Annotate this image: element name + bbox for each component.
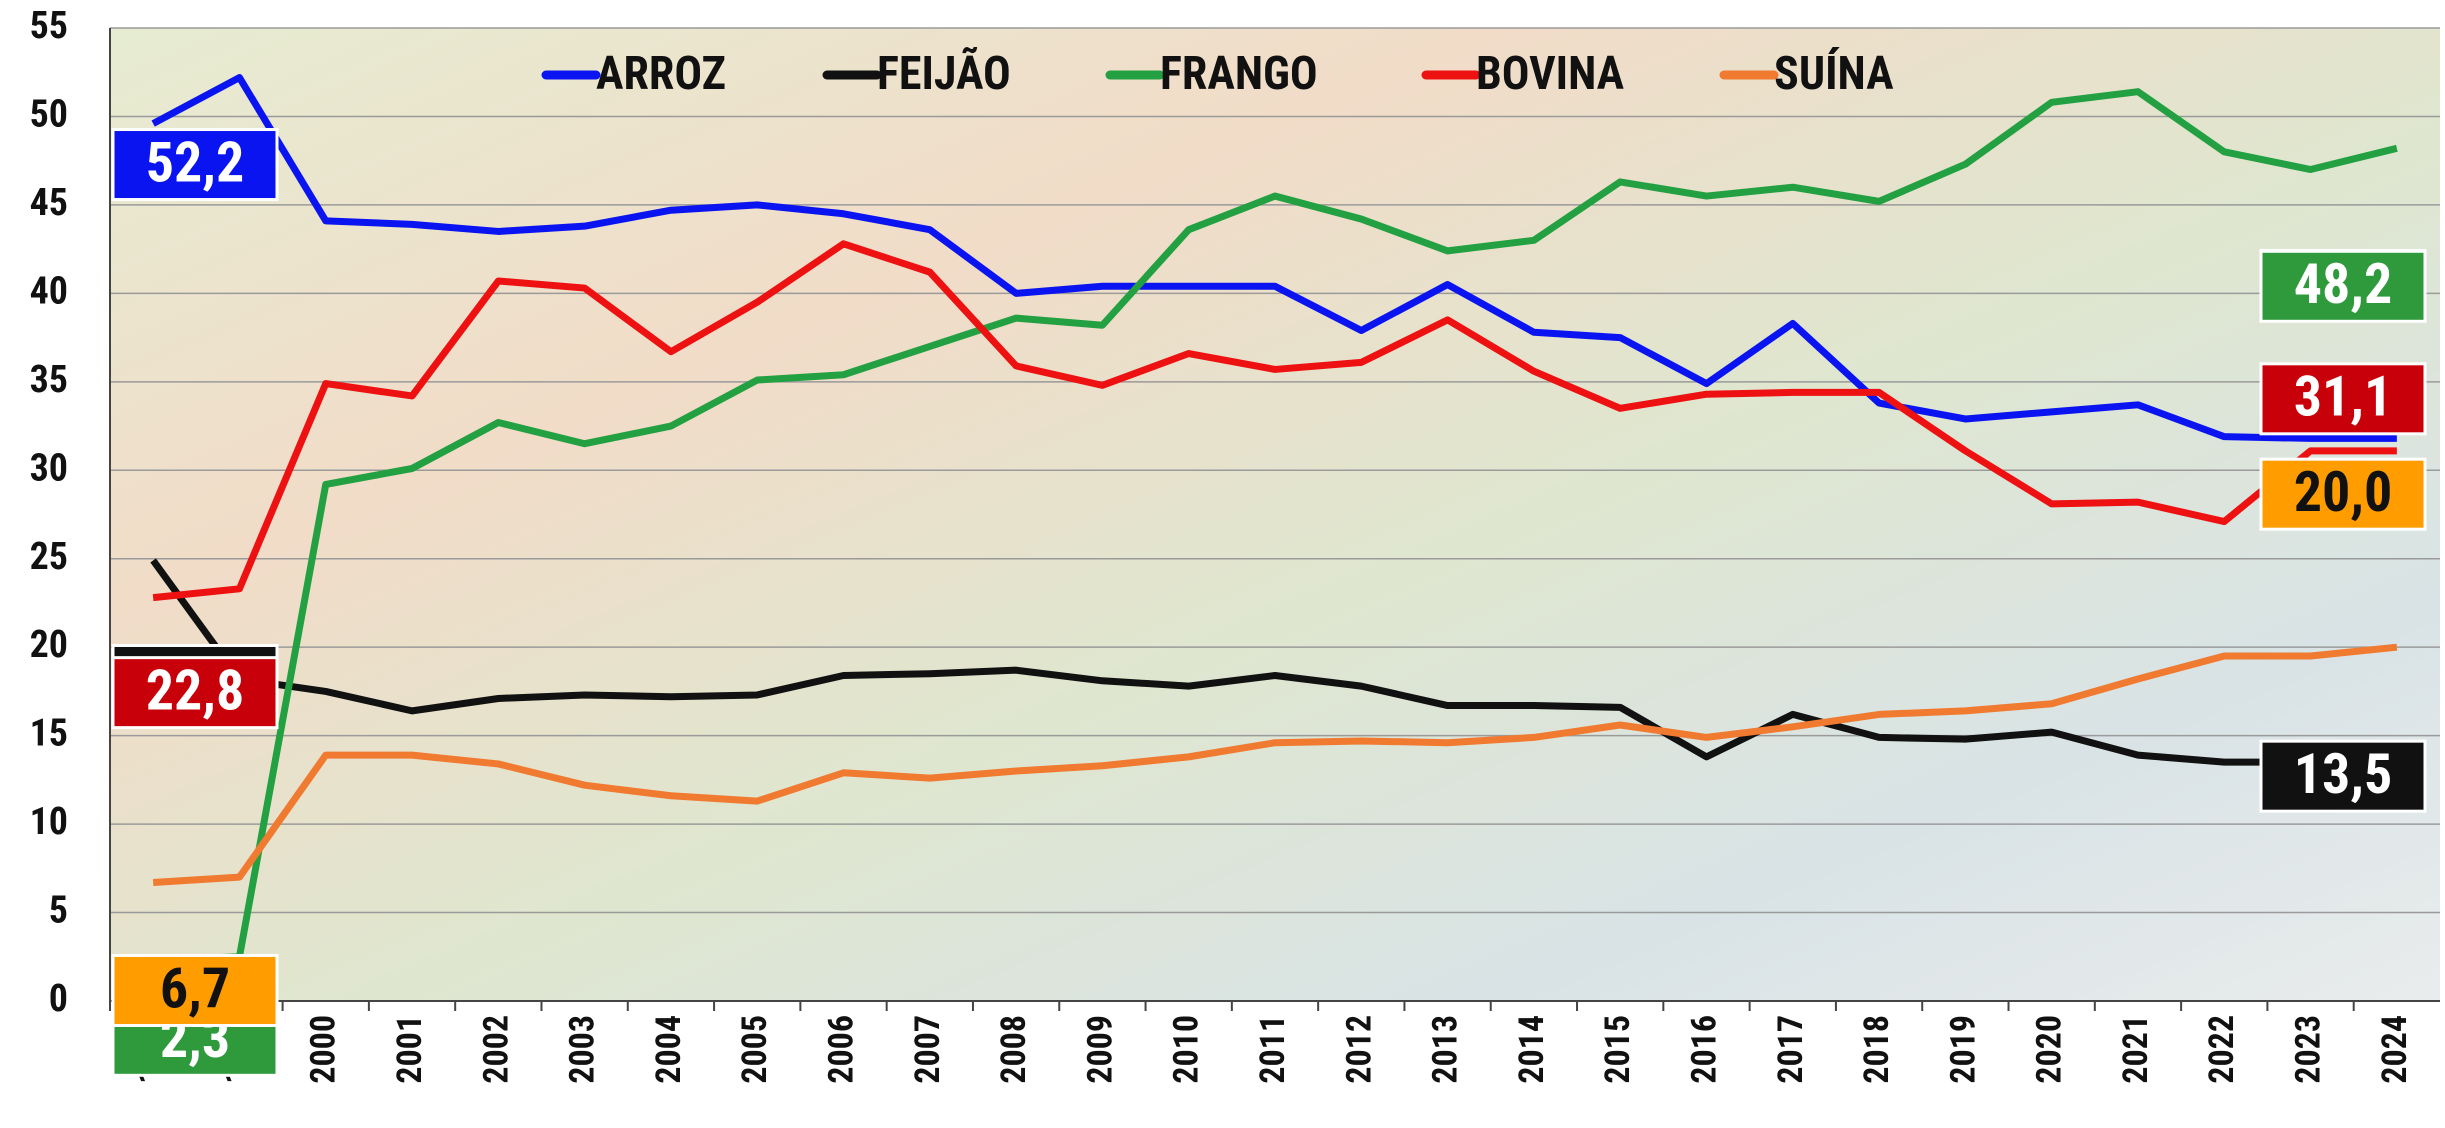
y-tick-label: 40 xyxy=(30,269,68,313)
x-tick-label: 2010 xyxy=(1167,1015,1207,1084)
y-tick-label: 55 xyxy=(30,4,68,48)
value-label: 48,2 xyxy=(2294,251,2393,317)
legend-label: FRANGO xyxy=(1160,47,1318,101)
x-tick-label: 2021 xyxy=(2116,1015,2156,1084)
y-tick-label: 25 xyxy=(30,535,68,579)
x-tick-label: 2007 xyxy=(908,1015,948,1084)
x-tick-label: 2016 xyxy=(1684,1015,1724,1084)
x-tick-label: 2003 xyxy=(563,1015,603,1084)
x-tick-label: 2014 xyxy=(1512,1015,1552,1084)
legend-label: BOVINA xyxy=(1476,47,1625,101)
legend-label: SUÍNA xyxy=(1774,47,1894,101)
value-label: 20,0 xyxy=(2294,459,2393,525)
y-tick-label: 10 xyxy=(30,800,68,844)
value-label: 6,7 xyxy=(160,955,230,1021)
x-tick-label: 2017 xyxy=(1771,1015,1811,1084)
y-tick-label: 0 xyxy=(49,977,68,1021)
x-tick-label: 2023 xyxy=(2289,1015,2329,1084)
x-tick-label: 2011 xyxy=(1253,1015,1293,1084)
chart: 0510152025303540455055198019902000200120… xyxy=(0,0,2445,1124)
y-tick-label: 35 xyxy=(30,358,68,402)
x-tick-label: 2012 xyxy=(1339,1015,1379,1084)
x-tick-label: 2015 xyxy=(1598,1015,1638,1084)
legend-label: ARROZ xyxy=(596,47,726,101)
page: 0510152025303540455055198019902000200120… xyxy=(0,0,2445,1124)
x-tick-label: 2022 xyxy=(2202,1015,2242,1084)
x-tick-label: 2004 xyxy=(649,1015,689,1084)
x-tick-label: 2018 xyxy=(1857,1015,1897,1084)
x-tick-label: 2006 xyxy=(822,1015,862,1084)
value-label: 31,1 xyxy=(2294,364,2393,430)
plot-background xyxy=(110,28,2440,1001)
y-tick-label: 45 xyxy=(30,181,68,225)
value-label: 22,8 xyxy=(146,657,245,723)
x-tick-label: 2009 xyxy=(1080,1015,1120,1084)
x-tick-label: 2020 xyxy=(2030,1015,2070,1084)
x-tick-label: 2013 xyxy=(1426,1015,1466,1084)
y-tick-label: 20 xyxy=(30,623,68,667)
x-tick-label: 2019 xyxy=(1943,1015,1983,1084)
x-tick-label: 2024 xyxy=(2375,1015,2415,1084)
value-label: 13,5 xyxy=(2294,741,2393,807)
x-tick-label: 2005 xyxy=(735,1015,775,1084)
y-tick-label: 5 xyxy=(49,889,68,933)
x-tick-label: 2000 xyxy=(304,1015,344,1084)
x-tick-label: 2001 xyxy=(390,1015,430,1084)
legend-label: FEIJÃO xyxy=(877,47,1011,101)
y-tick-label: 15 xyxy=(30,712,68,756)
x-tick-label: 2002 xyxy=(476,1015,516,1084)
x-tick-label: 2008 xyxy=(994,1015,1034,1084)
y-tick-label: 30 xyxy=(30,446,68,490)
y-tick-label: 50 xyxy=(30,92,68,136)
value-label: 52,2 xyxy=(146,129,245,195)
